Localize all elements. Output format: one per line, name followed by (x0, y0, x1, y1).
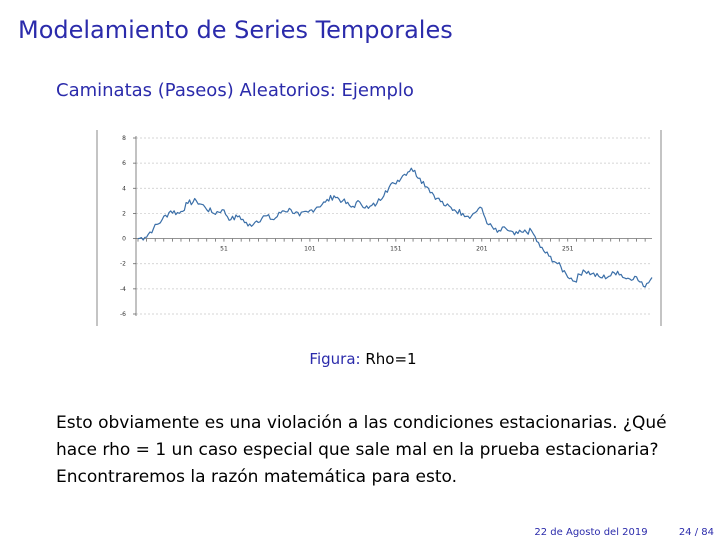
caption-text: Rho=1 (365, 350, 417, 368)
series-line (137, 167, 653, 288)
chart-svg: 8 6 4 2 0 -2 -4 -6 51 101 151 201 251 (96, 130, 662, 326)
x-tick-label: 251 (562, 246, 574, 253)
y-tick-label: 6 (122, 160, 126, 167)
y-tick-label: 8 (122, 135, 126, 142)
paragraph-line: hace rho = 1 un caso especial que sale m… (56, 440, 659, 460)
y-tick-label: -6 (120, 311, 126, 318)
footer-date: 22 de Agosto del 2019 (534, 527, 648, 538)
paragraph-line: Encontraremos la razón matemática para e… (56, 467, 458, 487)
y-tick-label: -4 (120, 286, 126, 293)
y-tick-label: -2 (120, 261, 126, 268)
footer-page-number: 24 / 84 (678, 527, 714, 538)
x-tick-label: 51 (220, 246, 228, 253)
figure-caption: Figura: Rho=1 (0, 350, 726, 368)
y-tick-label: 4 (122, 185, 126, 192)
x-tick-label: 201 (476, 246, 488, 253)
x-tick-label: 101 (304, 246, 316, 253)
y-tick-label: 2 (122, 210, 126, 217)
slide-subtitle: Caminatas (Paseos) Aleatorios: Ejemplo (56, 80, 414, 101)
caption-label: Figura: (309, 350, 361, 368)
y-tick-label: 0 (122, 236, 126, 243)
slide-title: Modelamiento de Series Temporales (18, 16, 453, 44)
paragraph-line: Esto obviamente es una violación a las c… (56, 413, 667, 433)
x-tick-label: 151 (390, 246, 402, 253)
body-paragraph: Esto obviamente es una violación a las c… (56, 410, 716, 491)
slide-footer: 22 de Agosto del 2019 24 / 84 (534, 527, 714, 538)
random-walk-chart: 8 6 4 2 0 -2 -4 -6 51 101 151 201 251 (96, 130, 662, 326)
